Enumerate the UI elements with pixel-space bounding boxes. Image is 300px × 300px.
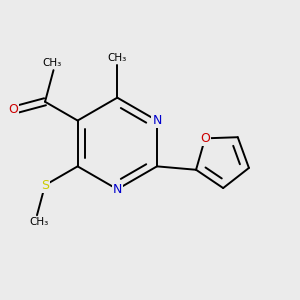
Text: CH₃: CH₃ [108, 53, 127, 63]
Text: CH₃: CH₃ [29, 217, 48, 227]
Text: O: O [200, 132, 210, 145]
Text: CH₃: CH₃ [42, 58, 62, 68]
Text: N: N [152, 114, 162, 127]
Text: N: N [112, 183, 122, 196]
Text: O: O [8, 103, 18, 116]
Text: S: S [41, 179, 49, 192]
